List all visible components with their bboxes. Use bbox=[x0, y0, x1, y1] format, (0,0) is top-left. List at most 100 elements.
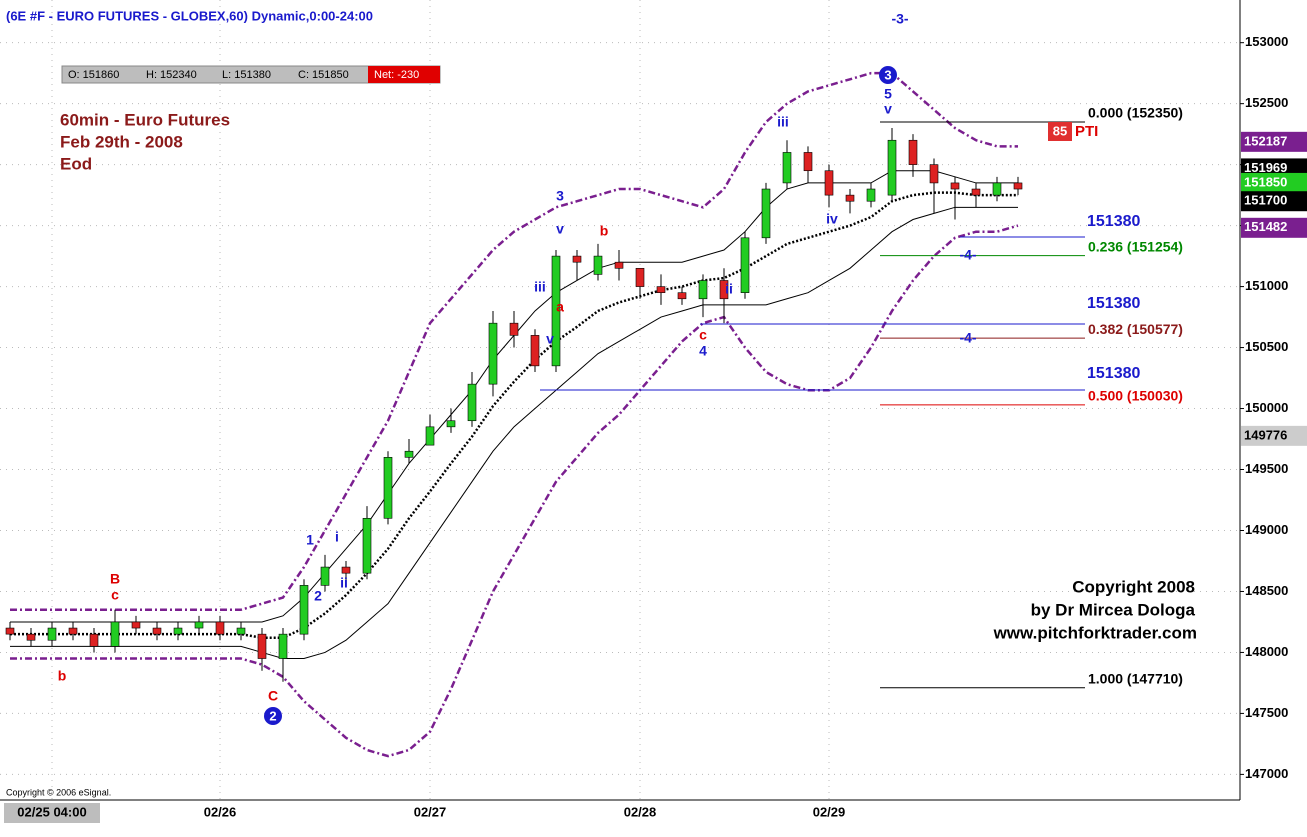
y-tick-label: 149500 bbox=[1245, 461, 1288, 476]
candle-body bbox=[110, 621, 120, 647]
note: 60min - Euro Futures bbox=[60, 110, 230, 129]
candle-body bbox=[572, 255, 582, 263]
price-marker-label: 151969 bbox=[1244, 160, 1287, 175]
note: Feb 29th - 2008 bbox=[60, 132, 183, 151]
candle-body bbox=[971, 188, 981, 196]
candle-body bbox=[467, 383, 477, 422]
candle-body bbox=[677, 292, 687, 300]
info-box: O: 151860 H: 152340 L: 151380 C: 151850 … bbox=[61, 65, 441, 84]
wave-label: c bbox=[111, 587, 119, 603]
candle-body bbox=[824, 170, 834, 196]
y-tick-label: 147500 bbox=[1245, 705, 1288, 720]
candle-body bbox=[194, 621, 204, 629]
x-tick-label: 02/25 04:00 bbox=[17, 804, 86, 819]
fib-label: 0.382 (150577) bbox=[1088, 321, 1183, 337]
info-high: H: 152340 bbox=[146, 69, 197, 81]
pti-box bbox=[1048, 122, 1072, 141]
pti-label: PTI bbox=[1075, 123, 1098, 140]
x-tick-label: 02/29 bbox=[813, 804, 846, 819]
plot bbox=[0, 0, 1240, 800]
candle-body bbox=[719, 280, 729, 300]
x-tick-label: 02/27 bbox=[414, 804, 447, 819]
wave-label: 1 bbox=[306, 532, 314, 548]
candle-body bbox=[446, 420, 456, 428]
overlay-line bbox=[10, 71, 1018, 612]
wave-circle bbox=[879, 66, 897, 84]
wave-label: b bbox=[58, 668, 67, 684]
pti-value: 85 bbox=[1053, 123, 1067, 138]
wave-label: 2 bbox=[269, 708, 276, 723]
candle-body bbox=[1013, 182, 1023, 190]
candle-body bbox=[131, 621, 141, 629]
candle-body bbox=[404, 450, 414, 458]
candle-body bbox=[299, 585, 309, 635]
candle-body bbox=[530, 335, 540, 367]
price-marker-label: 151482 bbox=[1244, 219, 1287, 234]
wave-label: ii bbox=[340, 575, 348, 591]
projection-label: 151380 bbox=[1087, 213, 1140, 230]
wave-label: -4- bbox=[959, 330, 976, 346]
candle-body bbox=[320, 566, 330, 586]
price-marker-label: 149776 bbox=[1244, 427, 1287, 442]
wave-label: 3 bbox=[556, 188, 564, 204]
fib-label: 0.236 (151254) bbox=[1088, 238, 1183, 254]
candle-body bbox=[761, 188, 771, 239]
candle-body bbox=[215, 621, 225, 635]
wave-label: v bbox=[884, 101, 892, 117]
wave-label: -3- bbox=[891, 11, 908, 27]
wave-label: i bbox=[335, 529, 339, 545]
wave-label: b bbox=[600, 223, 609, 239]
price-marker-label: 152187 bbox=[1244, 133, 1287, 148]
candle-body bbox=[26, 633, 36, 641]
y-tick-label: 149000 bbox=[1245, 522, 1288, 537]
candle-body bbox=[740, 237, 750, 293]
y-tick-label: 150500 bbox=[1245, 339, 1288, 354]
candle-body bbox=[845, 194, 855, 202]
candle-body bbox=[5, 627, 15, 635]
candle-body bbox=[866, 188, 876, 202]
candle-body bbox=[68, 627, 78, 635]
overlay-line bbox=[10, 206, 1018, 660]
wave-label: 2 bbox=[314, 588, 322, 604]
y-tick-label: 150000 bbox=[1245, 400, 1288, 415]
wave-label: -4- bbox=[959, 247, 976, 263]
wave-label: B bbox=[110, 571, 120, 587]
candle-body bbox=[383, 457, 393, 519]
wave-label: 5 bbox=[884, 86, 892, 102]
overlay-line bbox=[10, 224, 1019, 758]
wave-label: iv bbox=[826, 211, 838, 227]
wave-label: c bbox=[699, 327, 707, 343]
y-tick-label: 153000 bbox=[1245, 34, 1288, 49]
candle-body bbox=[509, 322, 519, 336]
y-tick-label: 148000 bbox=[1245, 644, 1288, 659]
candle-body bbox=[257, 633, 267, 659]
wave-label: v bbox=[556, 221, 564, 237]
fib-label: 0.000 (152350) bbox=[1088, 105, 1183, 121]
candle-body bbox=[89, 633, 99, 647]
price-marker bbox=[1241, 217, 1307, 238]
wave-label: 4 bbox=[699, 343, 707, 359]
candle-body bbox=[698, 280, 708, 300]
wave-label: ii bbox=[725, 281, 733, 297]
price-marker-label: 151850 bbox=[1244, 174, 1287, 189]
candle-body bbox=[362, 517, 372, 574]
wave-label: 3 bbox=[884, 67, 891, 82]
info-low: L: 151380 bbox=[222, 69, 271, 81]
candle-body bbox=[488, 322, 498, 385]
candle-body bbox=[803, 152, 813, 172]
price-marker bbox=[1241, 191, 1307, 212]
fib-label: 0.500 (150030) bbox=[1088, 388, 1183, 404]
y-tick-label: 151000 bbox=[1245, 278, 1288, 293]
candle-body bbox=[635, 267, 645, 287]
info-close: C: 151850 bbox=[298, 69, 349, 81]
candle-body bbox=[908, 139, 918, 165]
net-bg bbox=[368, 66, 440, 83]
candle-body bbox=[614, 261, 624, 269]
y-tick-label: 152500 bbox=[1245, 95, 1288, 110]
fib-label: 1.000 (147710) bbox=[1088, 671, 1183, 687]
price-marker bbox=[1241, 425, 1307, 446]
candle-body bbox=[425, 426, 435, 446]
copyright: www.pitchforktrader.com bbox=[993, 623, 1197, 642]
x-label-bg bbox=[4, 803, 100, 823]
candle-body bbox=[278, 633, 288, 659]
